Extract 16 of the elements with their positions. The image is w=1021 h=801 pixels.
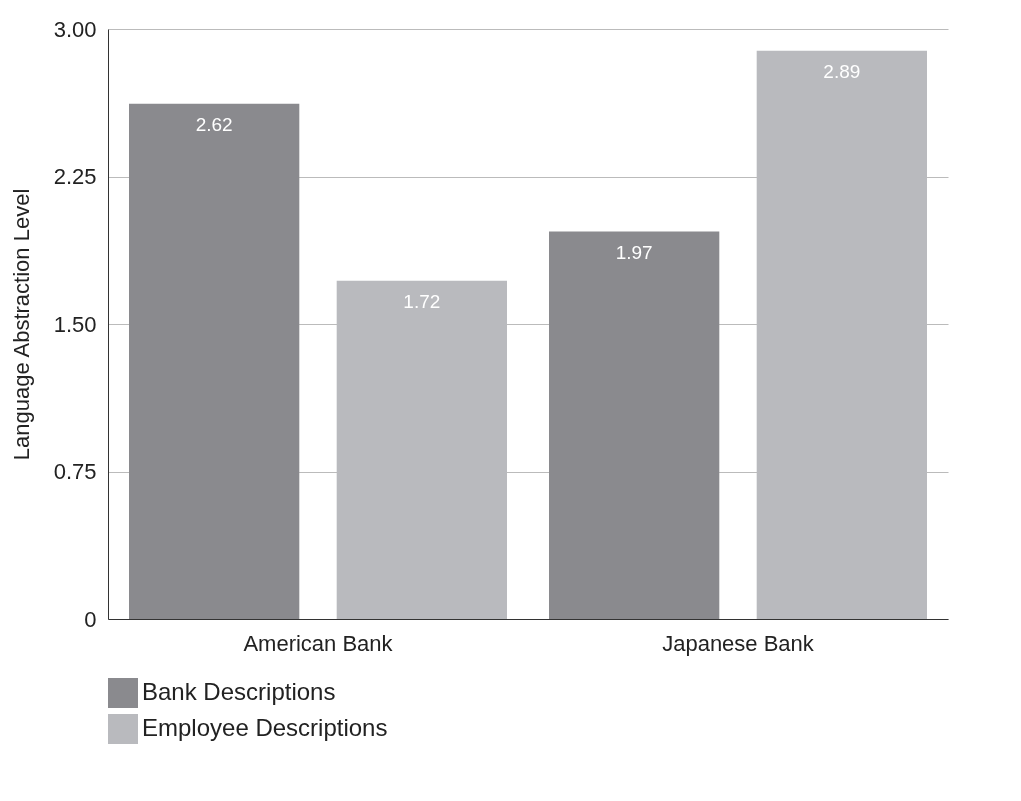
y-axis-title: Language Abstraction Level	[8, 188, 34, 461]
y-tick-label: 2.25	[53, 164, 97, 189]
data-label: 2.62	[195, 113, 233, 135]
data-label: 1.72	[403, 290, 441, 312]
y-tick-label: 0	[84, 606, 97, 632]
legend-label: Bank Descriptions	[142, 678, 336, 705]
bar	[549, 231, 720, 619]
bar	[129, 103, 300, 619]
y-tick-label: 3.00	[53, 16, 97, 42]
y-tick-label: 0.75	[53, 459, 97, 484]
x-tick-label: Japanese Bank	[662, 630, 815, 656]
y-tick-label: 1.50	[53, 311, 97, 337]
legend-label: Employee Descriptions	[142, 714, 388, 741]
data-label: 1.97	[615, 241, 653, 263]
data-label: 2.89	[823, 60, 861, 82]
x-tick-label: American Bank	[243, 630, 394, 656]
